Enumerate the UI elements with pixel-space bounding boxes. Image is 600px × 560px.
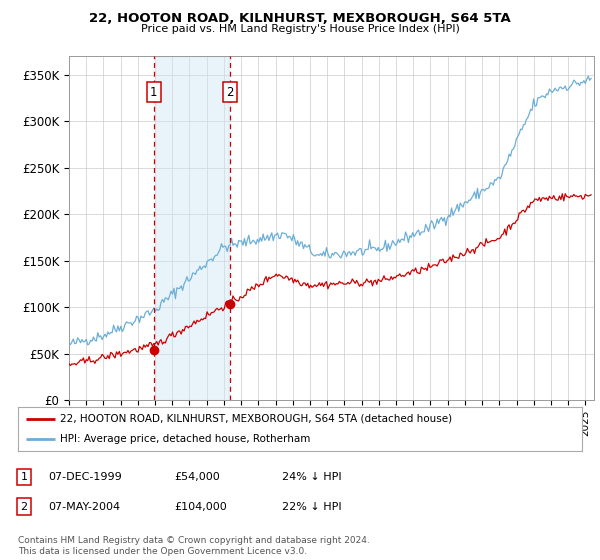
Text: 07-DEC-1999: 07-DEC-1999 bbox=[48, 472, 122, 482]
Text: Contains HM Land Registry data © Crown copyright and database right 2024.
This d: Contains HM Land Registry data © Crown c… bbox=[18, 536, 370, 556]
Text: 22% ↓ HPI: 22% ↓ HPI bbox=[282, 502, 341, 512]
Text: £54,000: £54,000 bbox=[174, 472, 220, 482]
Text: 1: 1 bbox=[150, 86, 158, 99]
Text: 2: 2 bbox=[226, 86, 233, 99]
Text: £104,000: £104,000 bbox=[174, 502, 227, 512]
Text: 1: 1 bbox=[20, 472, 28, 482]
Text: Price paid vs. HM Land Registry's House Price Index (HPI): Price paid vs. HM Land Registry's House … bbox=[140, 24, 460, 34]
Text: 2: 2 bbox=[20, 502, 28, 512]
Text: 07-MAY-2004: 07-MAY-2004 bbox=[48, 502, 120, 512]
Text: HPI: Average price, detached house, Rotherham: HPI: Average price, detached house, Roth… bbox=[60, 434, 311, 444]
Text: 22, HOOTON ROAD, KILNHURST, MEXBOROUGH, S64 5TA: 22, HOOTON ROAD, KILNHURST, MEXBOROUGH, … bbox=[89, 12, 511, 25]
Text: 24% ↓ HPI: 24% ↓ HPI bbox=[282, 472, 341, 482]
Text: 22, HOOTON ROAD, KILNHURST, MEXBOROUGH, S64 5TA (detached house): 22, HOOTON ROAD, KILNHURST, MEXBOROUGH, … bbox=[60, 414, 452, 424]
